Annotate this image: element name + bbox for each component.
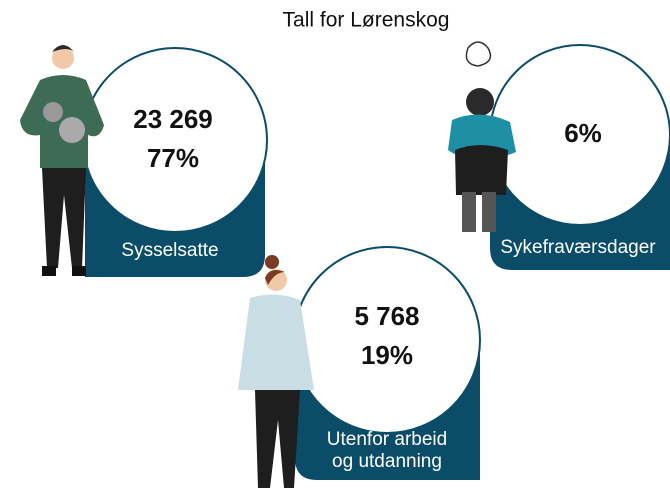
count: 23 269 [133, 104, 213, 134]
share: 6% [564, 118, 602, 148]
card-label: Sysselsatte [121, 240, 218, 261]
card: 6% Sykefraværsdager [489, 44, 670, 270]
title: Tall for Lørenskog [283, 9, 450, 32]
share: 77% [147, 143, 199, 173]
count: 5 768 [354, 301, 419, 331]
card-label: Sykefraværsdager [500, 237, 656, 258]
person-illustration [448, 41, 516, 232]
share: 19% [361, 340, 413, 370]
card: 5 768 19% Utenfor arbeid og utdanning [293, 246, 481, 480]
card-label: og utdanning [332, 451, 442, 472]
card: 23 269 77% Sysselsatte [82, 47, 268, 277]
person-illustration [238, 255, 314, 488]
card-label: Utenfor arbeid [327, 429, 447, 450]
card-circle [82, 47, 268, 233]
person-illustration [20, 45, 104, 276]
